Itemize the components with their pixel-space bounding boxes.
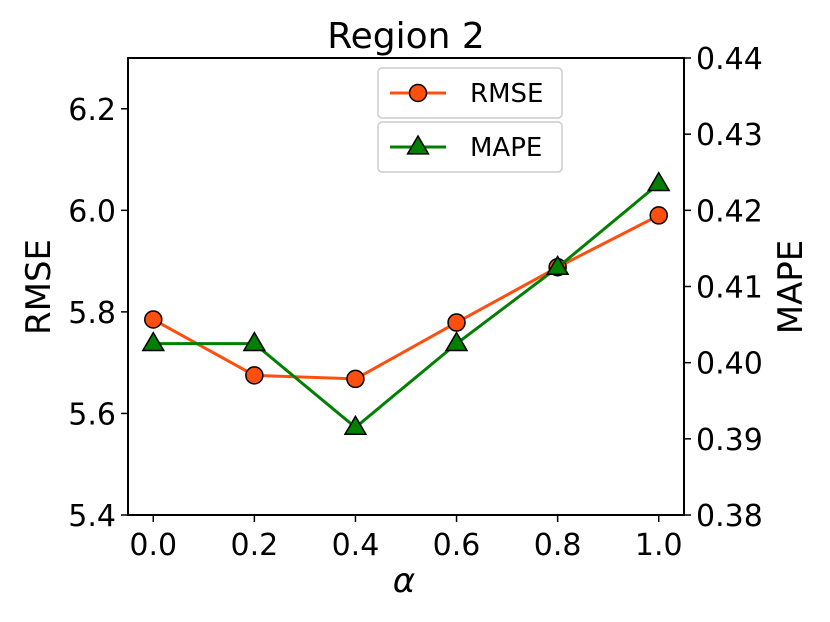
plot-area: 0.0 0.2 0.4 0.6 0.8 1.0 5.4 5.6 5.8 6.0 6.2 0.38 0.3… <box>68 42 763 563</box>
x-tick-label: 0.6 <box>433 528 481 563</box>
mape-line <box>153 182 660 430</box>
y-axis-left-title: RMSE <box>19 239 59 335</box>
mape-point <box>242 331 267 352</box>
y-right-tick-label: 0.40 <box>696 347 763 382</box>
y-right-tick-label: 0.42 <box>696 194 763 229</box>
x-tick-label: 1.0 <box>635 528 683 563</box>
rmse-point <box>649 206 668 225</box>
y-axis-right-title: MAPE <box>771 240 811 335</box>
rmse-point <box>245 366 264 385</box>
y-right-tick-label: 0.41 <box>696 271 763 306</box>
x-tick-label: 0.0 <box>129 528 177 563</box>
legend-marker-mape <box>406 134 430 155</box>
legend-label-rmse: RMSE <box>470 79 543 109</box>
x-axis-title: α <box>393 561 415 601</box>
rmse-point <box>346 369 365 389</box>
legend-marker-rmse <box>408 83 428 103</box>
rmse-point <box>144 310 163 329</box>
x-tick-label: 0.2 <box>231 528 279 563</box>
mape-point <box>545 254 570 276</box>
y-right-tick-label: 0.44 <box>696 42 763 77</box>
rmse-line <box>152 214 660 381</box>
y-left-tick-label: 6.0 <box>68 194 116 229</box>
y-right-tick-label: 0.43 <box>696 118 763 153</box>
y-left-tick-label: 6.2 <box>68 93 116 128</box>
mape-point <box>343 414 368 435</box>
rmse-point <box>447 313 466 332</box>
legend: RMSE MAPE <box>377 67 563 173</box>
y-right-tick-label: 0.39 <box>696 423 763 458</box>
legend-frame-mape <box>377 121 563 173</box>
y-left-tick-label: 5.4 <box>68 499 116 534</box>
x-tick-label: 0.8 <box>534 528 582 563</box>
mape-point <box>646 171 671 192</box>
mape-point <box>444 331 469 352</box>
mape-point <box>141 331 166 352</box>
y-left-tick-label: 5.8 <box>68 296 116 331</box>
chart-title: Region 2 <box>327 16 485 57</box>
x-tick-label: 0.4 <box>332 528 380 563</box>
legend-frame-rmse <box>377 67 563 119</box>
y-right-tick-label: 0.38 <box>696 499 763 534</box>
legend-label-mape: MAPE <box>470 133 542 163</box>
y-left-tick-label: 5.6 <box>68 397 116 432</box>
